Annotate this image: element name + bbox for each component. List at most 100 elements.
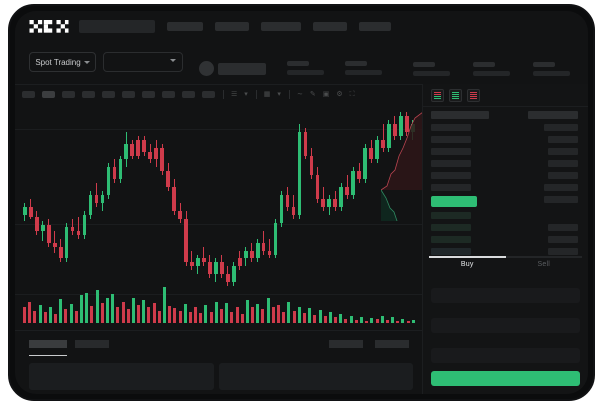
volume-bar (204, 305, 208, 323)
volume-bar (54, 314, 58, 323)
orderbook-mode-both-icon[interactable] (431, 89, 444, 102)
candle (112, 108, 117, 306)
orderbook-bid-amount (548, 224, 578, 231)
orderbook-mode-buy-icon[interactable] (449, 89, 462, 102)
timeframe-6[interactable] (142, 90, 155, 98)
orderbook-ask-amount (544, 196, 578, 203)
timeframe-9[interactable] (202, 90, 215, 98)
timeframe-8[interactable] (182, 90, 195, 98)
candle (136, 108, 141, 306)
chevron-down-icon (170, 59, 176, 62)
order-field-price[interactable] (431, 288, 580, 303)
volume-series (23, 285, 417, 323)
tab-buy[interactable]: Buy (460, 261, 474, 268)
chart-type-icon[interactable]: ▦ (263, 90, 271, 98)
chevron-down-icon[interactable]: ▾ (277, 90, 281, 98)
orderbook-col-header-amount (528, 111, 578, 119)
volume-bar (411, 319, 415, 323)
candle (291, 108, 296, 306)
nav-item-2[interactable] (261, 21, 301, 31)
nav-item-4[interactable] (359, 21, 391, 31)
volume-bar (131, 298, 135, 323)
candle (315, 108, 320, 306)
orderbook-ask-price[interactable] (431, 136, 471, 143)
volume-bar (173, 308, 177, 323)
grid-line (15, 129, 423, 130)
active-tab-underline (29, 355, 67, 356)
candle (34, 108, 39, 306)
timeframe-7[interactable] (162, 90, 175, 98)
pencil-icon[interactable]: ✎ (309, 90, 316, 98)
toolbar-divider (288, 89, 290, 99)
timeframe-5[interactable] (122, 90, 135, 98)
candle (82, 108, 87, 306)
candle (88, 108, 93, 306)
fullscreen-icon[interactable]: ⛶ (349, 90, 355, 98)
orderbook-bid-price[interactable] (431, 236, 471, 243)
orderbook-ask-price[interactable] (431, 184, 471, 191)
stat-4 (533, 62, 570, 76)
orders-tab-0[interactable] (29, 340, 67, 348)
volume-bar (235, 307, 239, 323)
volume-bar (230, 312, 234, 323)
trading-mode-select[interactable]: Spot Trading (29, 52, 96, 72)
candle (196, 108, 200, 306)
price-chart[interactable] (15, 104, 423, 331)
orders-action-1[interactable] (375, 340, 409, 348)
line-tool-icon[interactable]: ∼ (296, 90, 303, 98)
timeframe-2[interactable] (62, 90, 75, 98)
candle (202, 108, 206, 306)
candle (208, 108, 212, 306)
candle (321, 108, 326, 306)
orderbook-ask-amount (548, 172, 578, 179)
timeframe-3[interactable] (82, 90, 95, 98)
nav-item-3[interactable] (313, 21, 347, 31)
orderbook-mode-sell-icon[interactable] (467, 89, 480, 102)
orders-tab-1[interactable] (75, 340, 109, 348)
orderbook-ask-price[interactable] (431, 124, 471, 131)
orderbook-ask-price[interactable] (431, 172, 471, 179)
submit-buy-button[interactable] (431, 371, 580, 386)
volume-bar (162, 287, 166, 323)
orderbook-ask-amount (548, 136, 578, 143)
stat-value (345, 70, 382, 75)
timeframe-0[interactable] (22, 90, 35, 98)
volume-bar (292, 310, 296, 323)
stat-3 (473, 62, 510, 76)
camera-icon[interactable]: ▣ (322, 90, 330, 98)
grid-line (15, 294, 423, 295)
timeframe-1[interactable] (42, 90, 55, 98)
chevron-down-icon[interactable]: ▾ (244, 90, 248, 98)
volume-bar (370, 318, 374, 323)
tab-sell[interactable]: Sell (537, 261, 550, 268)
nav-item-0[interactable] (167, 21, 203, 31)
settings-icon[interactable]: ⚙ (336, 90, 343, 98)
volume-bar (287, 301, 291, 323)
orderbook-ask-amount (544, 124, 578, 131)
orderbook-bid-price[interactable] (431, 212, 471, 219)
indicators-icon[interactable]: ☰ (231, 90, 238, 98)
orderbook-ask-price[interactable] (431, 148, 471, 155)
candle (124, 108, 129, 306)
volume-bar (375, 318, 379, 323)
timeframe-4[interactable] (102, 90, 115, 98)
candle (52, 108, 57, 306)
sub-header: Spot Trading (15, 41, 588, 85)
order-field-amount[interactable] (431, 318, 580, 333)
orderbook-ask-price[interactable] (431, 160, 471, 167)
candle (118, 108, 123, 306)
order-field-total[interactable] (431, 348, 580, 363)
orderbook-bid-price[interactable] (431, 248, 471, 255)
okx-logo-icon[interactable] (29, 19, 69, 33)
search-input[interactable] (79, 19, 155, 33)
pair-select[interactable] (103, 52, 183, 72)
orderbook-bid-price[interactable] (431, 224, 471, 231)
nav-item-1[interactable] (215, 21, 249, 31)
volume-bar (354, 319, 358, 323)
orders-action-0[interactable] (329, 340, 363, 348)
volume-bar (147, 307, 151, 323)
orderbook-mid-price[interactable] (431, 196, 477, 207)
candle (285, 108, 290, 306)
volume-bar (194, 306, 198, 323)
volume-bar (214, 301, 218, 323)
